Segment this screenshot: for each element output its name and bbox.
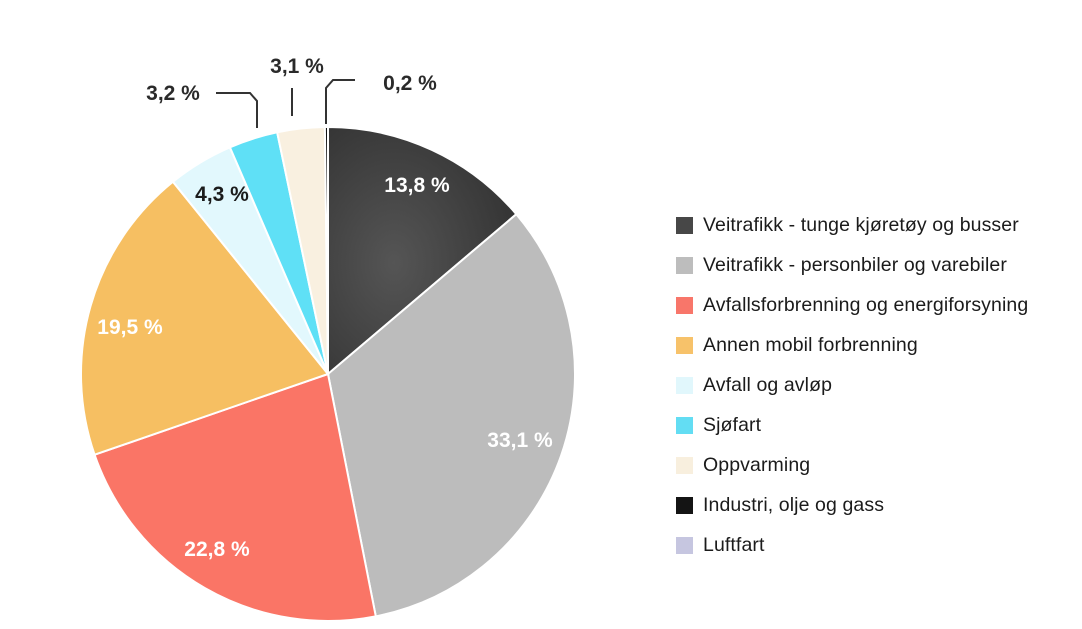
- legend-item-sjofart: Sjøfart: [676, 405, 1028, 445]
- slice-label-sjofart: 3,2 %: [146, 82, 200, 105]
- pie-slice: [326, 212, 576, 618]
- legend-item-industri: Industri, olje og gass: [676, 486, 1028, 526]
- legend-swatch: [676, 256, 693, 274]
- leader-line-3-2: [216, 92, 258, 128]
- pie-slice: [323, 125, 329, 375]
- legend-swatch: [676, 296, 693, 314]
- slice-labels: 13,8 % 33,1 % 22,8 % 19,5 % 4,3 % 3,2 % …: [97, 55, 553, 561]
- legend-item-luftfart: Luftfart: [676, 526, 1028, 566]
- legend-item-avfallsforbrenning: Avfallsforbrenning og energiforsyning: [676, 285, 1028, 325]
- legend-item-avfall-avlop: Avfall og avløp: [676, 365, 1028, 405]
- pie-slices: [80, 125, 576, 622]
- slice-label-industri: 0,2 %: [383, 72, 437, 95]
- legend-label: Veitrafikk - personbiler og varebiler: [703, 253, 1007, 276]
- legend-swatch: [676, 497, 693, 515]
- slice-label-avfallsforbrenning: 22,8 %: [184, 538, 250, 561]
- legend-swatch: [676, 417, 693, 435]
- leader-lines: [216, 79, 355, 128]
- legend-item-oppvarming: Oppvarming: [676, 446, 1028, 486]
- slice-label-oppvarming: 3,1 %: [270, 55, 324, 78]
- slice-label-veitrafikk-tunge: 13,8 %: [384, 174, 450, 197]
- slice-label-veitrafikk-personbiler: 33,1 %: [487, 429, 553, 452]
- legend-swatch: [676, 457, 693, 475]
- legend-swatch: [676, 216, 693, 234]
- legend-swatch: [676, 376, 693, 394]
- legend-label: Luftfart: [703, 534, 765, 557]
- legend-item-veitrafikk-personbiler: Veitrafikk - personbiler og varebiler: [676, 245, 1028, 285]
- legend-swatch: [676, 537, 693, 555]
- pie-slice: [80, 180, 330, 457]
- slice-label-avfall-avlop: 4,3 %: [195, 183, 249, 206]
- legend-label: Annen mobil forbrenning: [703, 333, 918, 356]
- leader-line-0-2: [325, 79, 355, 124]
- legend-swatch: [676, 336, 693, 354]
- slice-label-annen-mobil: 19,5 %: [97, 316, 163, 339]
- legend-label: Industri, olje og gass: [703, 494, 885, 517]
- pie-slice: [93, 372, 377, 622]
- legend-label: Veitrafikk - tunge kjøretøy og busser: [703, 213, 1019, 236]
- legend-label: Sjøfart: [703, 414, 762, 437]
- pie-slice: [327, 125, 518, 377]
- legend-item-veitrafikk-tunge: Veitrafikk - tunge kjøretøy og busser: [676, 205, 1028, 245]
- legend: Veitrafikk - tunge kjøretøy og busser Ve…: [676, 205, 1028, 566]
- legend-label: Oppvarming: [703, 454, 811, 477]
- legend-item-annen-mobil: Annen mobil forbrenning: [676, 325, 1028, 365]
- legend-label: Avfallsforbrenning og energiforsyning: [703, 293, 1029, 316]
- legend-label: Avfall og avløp: [703, 373, 833, 396]
